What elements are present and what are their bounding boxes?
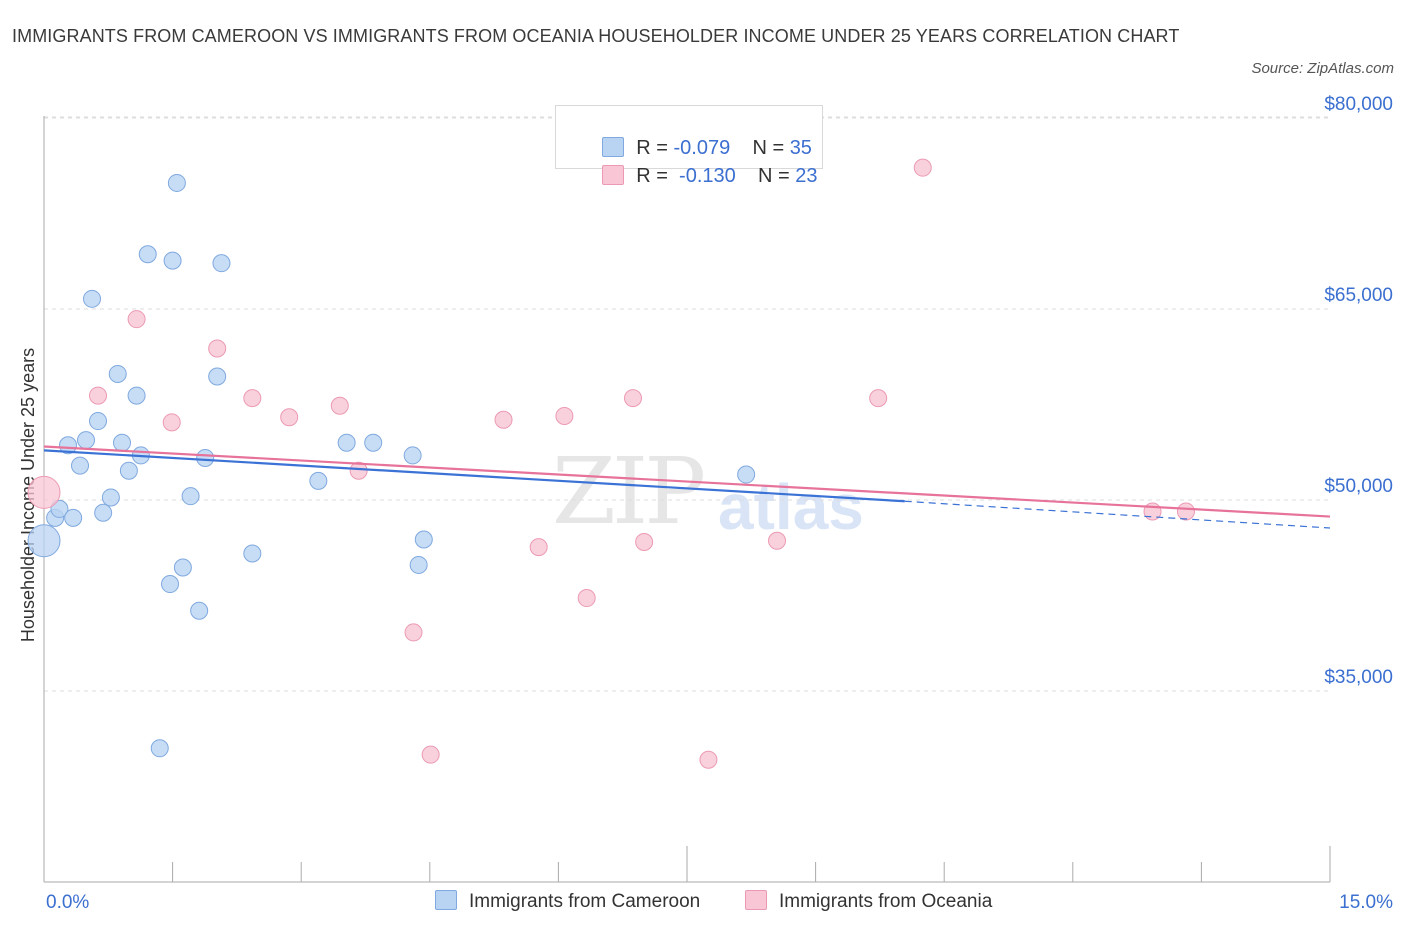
point-oceania: [623, 389, 642, 408]
point-oceania: [494, 410, 513, 429]
legend-row-oceania: R = -0.130 N = 23: [580, 140, 817, 187]
point-oceania: [635, 533, 654, 552]
bottom-legend-label-cameroon: Immigrants from Cameroon: [469, 891, 701, 912]
point-cameroon: [77, 431, 96, 450]
point-oceania: [404, 623, 423, 642]
correlation-legend: R = -0.079 N = 35 R = -0.130 N = 23: [555, 105, 823, 187]
point-cameroon: [212, 254, 231, 273]
point-cameroon: [190, 601, 209, 620]
legend-swatch-cameroon: [602, 137, 625, 157]
legend-r-label: R =: [636, 137, 674, 159]
point-cameroon: [196, 448, 215, 467]
point-cameroon: [108, 364, 127, 383]
bottom-legend-label-oceania: Immigrants from Oceania: [779, 891, 993, 912]
legend-n-label: N =: [757, 165, 796, 187]
trendline-cameroon: [43, 449, 905, 503]
point-oceania: [280, 408, 299, 427]
source-label: Source: ZipAtlas.com: [1251, 60, 1394, 77]
point-cameroon: [59, 436, 78, 455]
point-cameroon: [89, 412, 108, 431]
legend-r-value: -0.079: [673, 137, 731, 159]
point-oceania: [699, 750, 718, 769]
point-oceania: [330, 396, 349, 415]
point-oceania: [243, 389, 262, 408]
point-cameroon: [163, 251, 182, 270]
point-cameroon: [309, 471, 328, 490]
point-cameroon: [71, 456, 90, 475]
y-tick-label: $50,000: [1324, 476, 1393, 497]
point-cameroon: [173, 558, 192, 577]
x-tick-label: 0.0%: [46, 892, 89, 913]
point-cameroon: [119, 461, 138, 480]
point-cameroon: [181, 487, 200, 506]
point-oceania: [208, 339, 227, 358]
legend-r-value: -0.130: [673, 165, 736, 187]
point-oceania: [27, 475, 61, 509]
point-oceania: [127, 310, 146, 329]
point-cameroon: [409, 555, 428, 574]
legend-n-label: N =: [752, 137, 790, 159]
point-oceania: [529, 538, 548, 557]
legend-swatch-oceania: [602, 165, 625, 185]
bottom-legend-cameroon: Immigrants from Cameroon: [435, 889, 700, 915]
point-cameroon: [94, 503, 113, 522]
point-cameroon: [243, 544, 262, 563]
watermark-zip: ZIP: [552, 438, 706, 545]
point-cameroon: [403, 446, 422, 465]
y-tick-label: $35,000: [1324, 667, 1393, 688]
y-tick-label: $80,000: [1324, 94, 1393, 115]
y-tick-label: $65,000: [1324, 285, 1393, 306]
point-cameroon: [101, 488, 120, 507]
point-cameroon: [64, 508, 83, 527]
point-cameroon: [27, 524, 61, 558]
point-cameroon: [737, 465, 756, 484]
point-cameroon: [161, 575, 180, 594]
point-cameroon: [150, 739, 169, 758]
point-cameroon: [167, 173, 186, 192]
point-oceania: [555, 406, 574, 425]
point-cameroon: [364, 433, 383, 452]
point-cameroon: [127, 386, 146, 405]
bottom-legend-swatch-oceania: [745, 890, 767, 910]
trendline-oceania: [43, 445, 1331, 518]
point-cameroon: [83, 289, 102, 308]
point-oceania: [768, 531, 787, 550]
point-cameroon: [337, 433, 356, 452]
chart-title: IMMIGRANTS FROM CAMEROON VS IMMIGRANTS F…: [12, 26, 1180, 46]
point-cameroon: [113, 433, 132, 452]
bottom-legend-swatch-cameroon: [435, 890, 457, 910]
x-tick-label: 15.0%: [1339, 892, 1393, 913]
point-cameroon: [208, 367, 227, 386]
point-oceania: [349, 461, 368, 480]
legend-n-value: 35: [789, 137, 812, 159]
point-oceania: [162, 413, 181, 432]
point-oceania: [89, 386, 108, 405]
point-oceania: [869, 389, 888, 408]
point-cameroon: [50, 499, 69, 518]
point-oceania: [1176, 502, 1195, 521]
point-cameroon: [138, 245, 157, 264]
point-cameroon: [414, 530, 433, 549]
legend-r-label: R =: [636, 165, 674, 187]
bottom-legend-oceania: Immigrants from Oceania: [745, 889, 992, 915]
point-oceania: [421, 745, 440, 764]
point-oceania: [913, 158, 932, 177]
legend-n-value: 23: [795, 165, 818, 187]
point-oceania: [577, 589, 596, 608]
watermark-atlas: atlas: [718, 471, 864, 543]
legend-row-cameroon: R = -0.079 N = 35: [580, 112, 812, 159]
